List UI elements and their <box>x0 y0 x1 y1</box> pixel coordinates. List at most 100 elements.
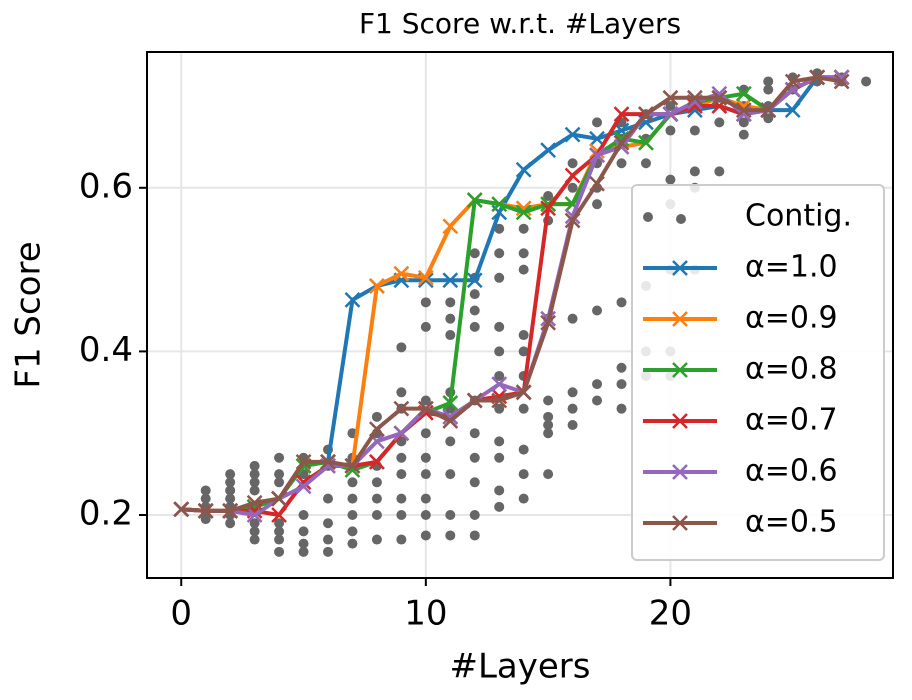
point <box>543 190 554 201</box>
point <box>249 477 260 488</box>
point <box>347 526 358 537</box>
marker <box>491 376 508 393</box>
point <box>494 403 505 414</box>
marker <box>809 69 826 86</box>
point <box>518 469 529 480</box>
marker <box>735 102 752 118</box>
point <box>396 534 407 545</box>
point <box>518 264 529 275</box>
point <box>763 76 774 87</box>
point <box>322 546 333 557</box>
marker <box>735 85 752 102</box>
point <box>396 469 407 480</box>
point <box>665 174 676 185</box>
point <box>567 387 578 398</box>
marker <box>344 458 361 474</box>
point <box>445 510 456 521</box>
point <box>200 514 211 525</box>
marker <box>369 453 385 470</box>
y-tick-label: 0.6 <box>79 166 133 206</box>
marker <box>246 494 263 511</box>
x-tick-label: 20 <box>649 594 692 634</box>
point <box>543 395 554 406</box>
marker <box>515 204 532 221</box>
marker <box>515 200 532 217</box>
marker <box>613 134 630 151</box>
point <box>640 158 651 169</box>
point <box>420 510 431 521</box>
point <box>274 477 285 488</box>
point <box>665 100 676 111</box>
point <box>249 469 260 480</box>
legend-marker <box>672 464 688 480</box>
point <box>518 403 529 414</box>
marker <box>197 503 214 519</box>
legend-marker <box>643 212 653 222</box>
point <box>445 530 456 541</box>
point <box>616 362 627 373</box>
point <box>494 321 505 332</box>
marker <box>760 102 777 118</box>
point <box>322 518 333 529</box>
point <box>469 289 480 300</box>
point <box>225 469 236 480</box>
point <box>494 501 505 512</box>
point <box>592 305 603 316</box>
point <box>298 546 309 557</box>
point <box>347 538 358 549</box>
point <box>225 493 236 504</box>
point <box>494 485 505 496</box>
point <box>616 403 627 414</box>
point <box>469 477 480 488</box>
point <box>518 493 529 504</box>
point <box>445 297 456 308</box>
marker <box>320 453 336 470</box>
point <box>445 469 456 480</box>
marker <box>833 73 850 90</box>
point <box>689 166 700 177</box>
marker <box>515 161 532 178</box>
point <box>763 84 774 95</box>
point <box>445 313 456 324</box>
point <box>347 510 358 521</box>
legend-label: α=0.9 <box>745 301 838 336</box>
marker <box>466 192 483 208</box>
marker <box>540 200 557 217</box>
marker <box>369 421 385 438</box>
point <box>420 395 431 406</box>
point <box>567 420 578 431</box>
point <box>420 452 431 463</box>
point <box>371 493 382 504</box>
point <box>567 313 578 324</box>
point <box>298 526 309 537</box>
point <box>420 493 431 504</box>
marker <box>540 314 557 331</box>
point <box>469 530 480 541</box>
point <box>396 387 407 398</box>
marker <box>491 392 508 409</box>
marker <box>393 425 410 442</box>
legend-box <box>631 184 885 561</box>
legend-label: α=1.0 <box>745 250 838 285</box>
marker <box>466 272 483 289</box>
marker <box>393 400 410 417</box>
point <box>469 428 480 439</box>
line-series <box>173 69 850 519</box>
point <box>494 370 505 381</box>
marker <box>442 413 459 429</box>
marker <box>564 167 581 184</box>
point <box>616 379 627 390</box>
point <box>518 346 529 357</box>
line <box>181 75 842 513</box>
point <box>249 518 260 529</box>
point <box>274 546 285 557</box>
point <box>714 117 725 128</box>
point <box>738 129 749 140</box>
marker <box>417 269 434 286</box>
point <box>396 493 407 504</box>
point <box>494 346 505 357</box>
point <box>420 428 431 439</box>
point <box>518 444 529 455</box>
